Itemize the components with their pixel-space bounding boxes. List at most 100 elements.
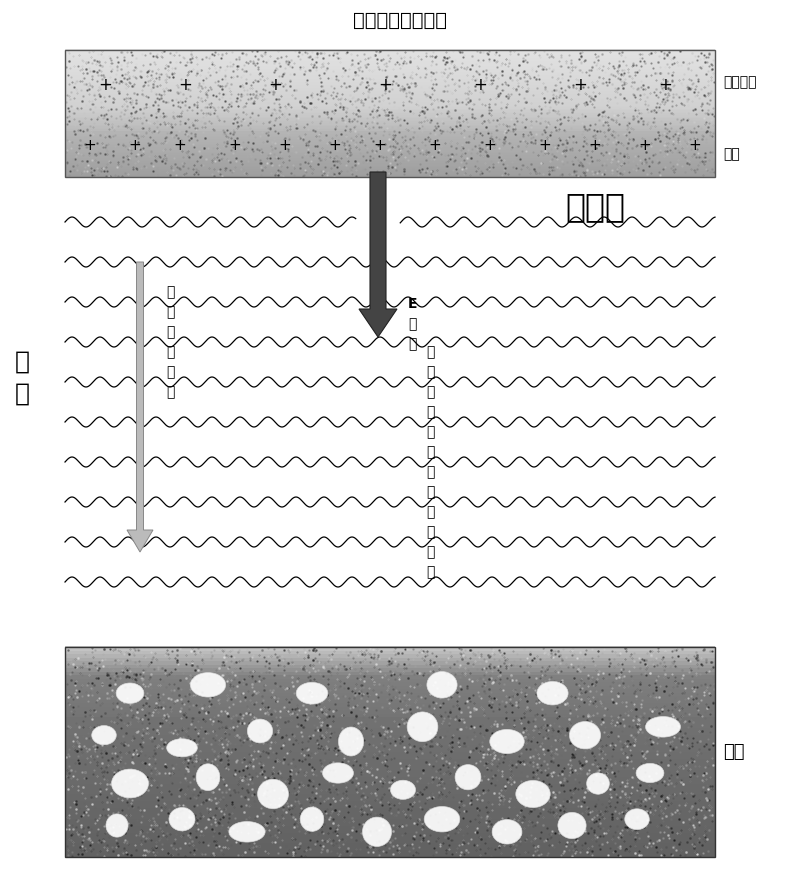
Bar xyxy=(65,709,715,713)
Bar xyxy=(65,804,715,808)
Bar xyxy=(65,147,715,150)
Bar xyxy=(65,75,715,77)
Bar xyxy=(65,110,715,112)
Ellipse shape xyxy=(296,683,328,704)
Ellipse shape xyxy=(106,814,128,837)
Bar xyxy=(65,705,715,710)
Bar xyxy=(65,162,715,164)
Bar xyxy=(65,145,715,146)
Bar xyxy=(65,653,715,657)
Ellipse shape xyxy=(92,726,116,745)
FancyArrow shape xyxy=(359,172,397,337)
Bar xyxy=(65,58,715,61)
Text: 抑: 抑 xyxy=(166,285,174,299)
Bar xyxy=(65,783,715,787)
Ellipse shape xyxy=(407,712,438,742)
Bar xyxy=(65,130,715,133)
Bar xyxy=(65,730,715,734)
Bar xyxy=(65,151,715,153)
Bar xyxy=(65,787,715,791)
Text: 场: 场 xyxy=(408,337,416,351)
Ellipse shape xyxy=(646,717,681,737)
Bar xyxy=(65,780,715,784)
Bar xyxy=(65,108,715,111)
Text: +: + xyxy=(178,76,192,94)
Text: 层: 层 xyxy=(14,382,30,406)
Text: 制: 制 xyxy=(166,305,174,319)
Text: +: + xyxy=(268,76,282,94)
FancyArrow shape xyxy=(127,262,153,552)
Bar xyxy=(65,79,715,82)
Bar xyxy=(65,81,715,84)
Bar xyxy=(65,818,715,822)
Ellipse shape xyxy=(625,809,650,829)
Ellipse shape xyxy=(455,765,481,790)
Bar xyxy=(65,140,715,142)
Bar xyxy=(65,97,715,99)
Bar xyxy=(65,126,715,128)
Text: +: + xyxy=(374,138,386,153)
Bar xyxy=(65,766,715,769)
Bar xyxy=(65,168,715,171)
Bar xyxy=(65,58,715,59)
Bar xyxy=(65,132,715,134)
Bar xyxy=(65,54,715,57)
Bar xyxy=(65,747,715,752)
Bar xyxy=(65,91,715,92)
Text: +: + xyxy=(429,138,442,153)
Bar xyxy=(65,164,715,166)
Ellipse shape xyxy=(338,727,363,756)
Bar xyxy=(65,99,715,101)
Bar xyxy=(65,790,715,794)
Ellipse shape xyxy=(229,821,265,842)
Text: 菌: 菌 xyxy=(166,345,174,359)
Text: 层: 层 xyxy=(426,465,434,479)
Text: +: + xyxy=(84,138,96,153)
Text: 活性炭棒: 活性炭棒 xyxy=(723,75,757,89)
Bar xyxy=(65,155,715,158)
Text: 土: 土 xyxy=(426,545,434,559)
Bar xyxy=(65,85,715,88)
Bar xyxy=(65,832,715,836)
Bar xyxy=(65,65,715,67)
Ellipse shape xyxy=(558,813,586,839)
Text: +: + xyxy=(473,76,487,94)
Text: 细: 细 xyxy=(426,385,434,399)
Bar xyxy=(65,657,715,661)
Bar xyxy=(65,849,715,854)
Text: 菌: 菌 xyxy=(426,405,434,419)
Bar xyxy=(65,83,715,85)
Bar xyxy=(65,173,715,175)
Text: +: + xyxy=(229,138,242,153)
Bar xyxy=(65,106,715,109)
Bar xyxy=(65,702,715,706)
Bar xyxy=(65,737,715,741)
Ellipse shape xyxy=(300,807,324,831)
Bar xyxy=(65,143,715,146)
Bar xyxy=(65,828,715,833)
Bar xyxy=(65,726,715,731)
Bar xyxy=(65,170,715,173)
Bar xyxy=(65,165,715,167)
Bar xyxy=(65,127,715,129)
Text: 电离层: 电离层 xyxy=(565,190,625,223)
Bar xyxy=(65,105,715,107)
Text: 电极: 电极 xyxy=(723,147,740,161)
Text: 土层: 土层 xyxy=(723,743,745,761)
Text: 至: 至 xyxy=(426,525,434,539)
Bar xyxy=(65,719,715,724)
Ellipse shape xyxy=(570,721,601,749)
Bar xyxy=(65,842,715,847)
Ellipse shape xyxy=(111,769,149,798)
Bar xyxy=(65,650,715,654)
Bar xyxy=(65,685,715,689)
Bar xyxy=(65,116,715,119)
Bar xyxy=(65,52,715,55)
Bar xyxy=(65,839,715,843)
Text: +: + xyxy=(638,138,651,153)
Bar xyxy=(65,60,715,63)
Text: +: + xyxy=(174,138,186,153)
Text: +: + xyxy=(278,138,291,153)
Bar xyxy=(65,87,715,90)
Bar xyxy=(65,112,715,115)
